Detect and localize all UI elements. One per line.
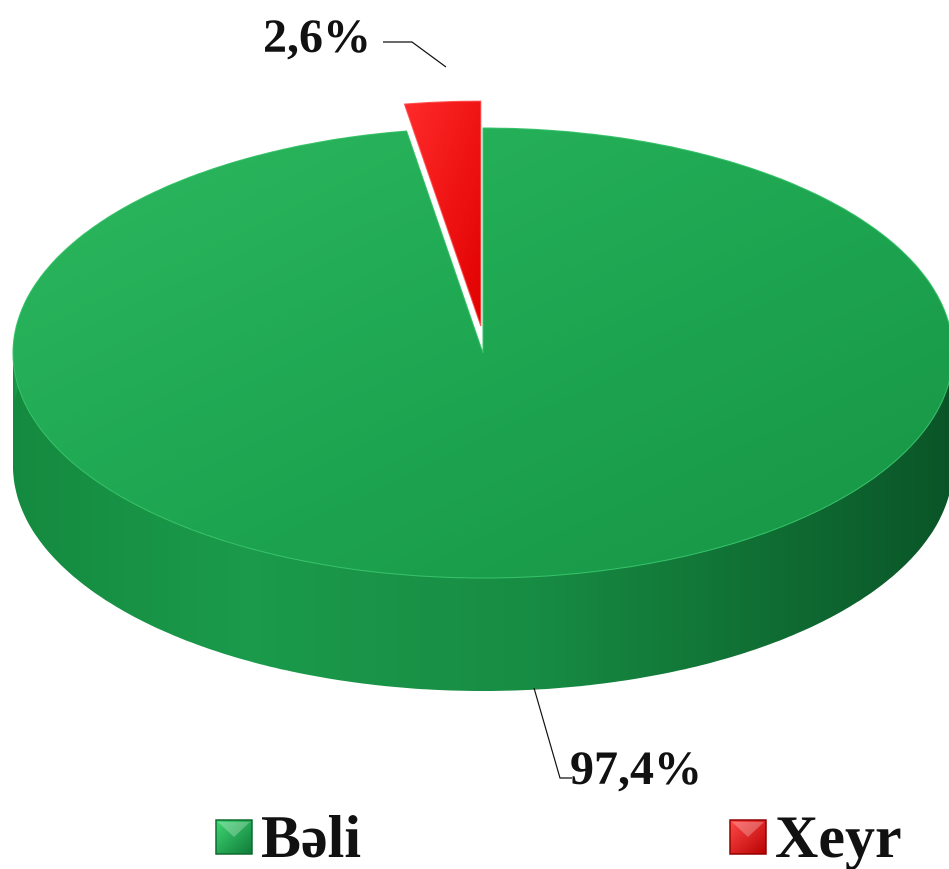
leader-line-xeyr <box>383 41 447 68</box>
legend-label-b-li: Bəli <box>261 804 361 869</box>
leader-line-b-li <box>533 687 572 779</box>
legend-swatch-xeyr <box>729 819 767 855</box>
slice-side-b-li <box>13 353 949 691</box>
slice-top-b-li <box>12 127 949 579</box>
slice-top-xeyr <box>403 100 482 327</box>
legend-item-xeyr: Xeyr <box>729 804 902 869</box>
legend-swatch-highlight-b-li <box>218 822 250 837</box>
legend-item-b-li: Bəli <box>215 804 361 869</box>
data-label-xeyr: 2,6% <box>263 10 371 63</box>
legend-swatch-b-li <box>215 819 253 855</box>
slice-b-li <box>12 127 949 691</box>
data-label-b-li: 97,4% <box>570 742 702 795</box>
labels-layer: 97,4% 2,6% <box>263 10 702 795</box>
legend-swatch-highlight-xeyr <box>732 822 764 837</box>
slices-layer <box>12 100 949 691</box>
legend: Bəli Xeyr <box>215 804 902 869</box>
slice-xeyr <box>403 100 482 327</box>
legend-label-xeyr: Xeyr <box>775 804 902 869</box>
